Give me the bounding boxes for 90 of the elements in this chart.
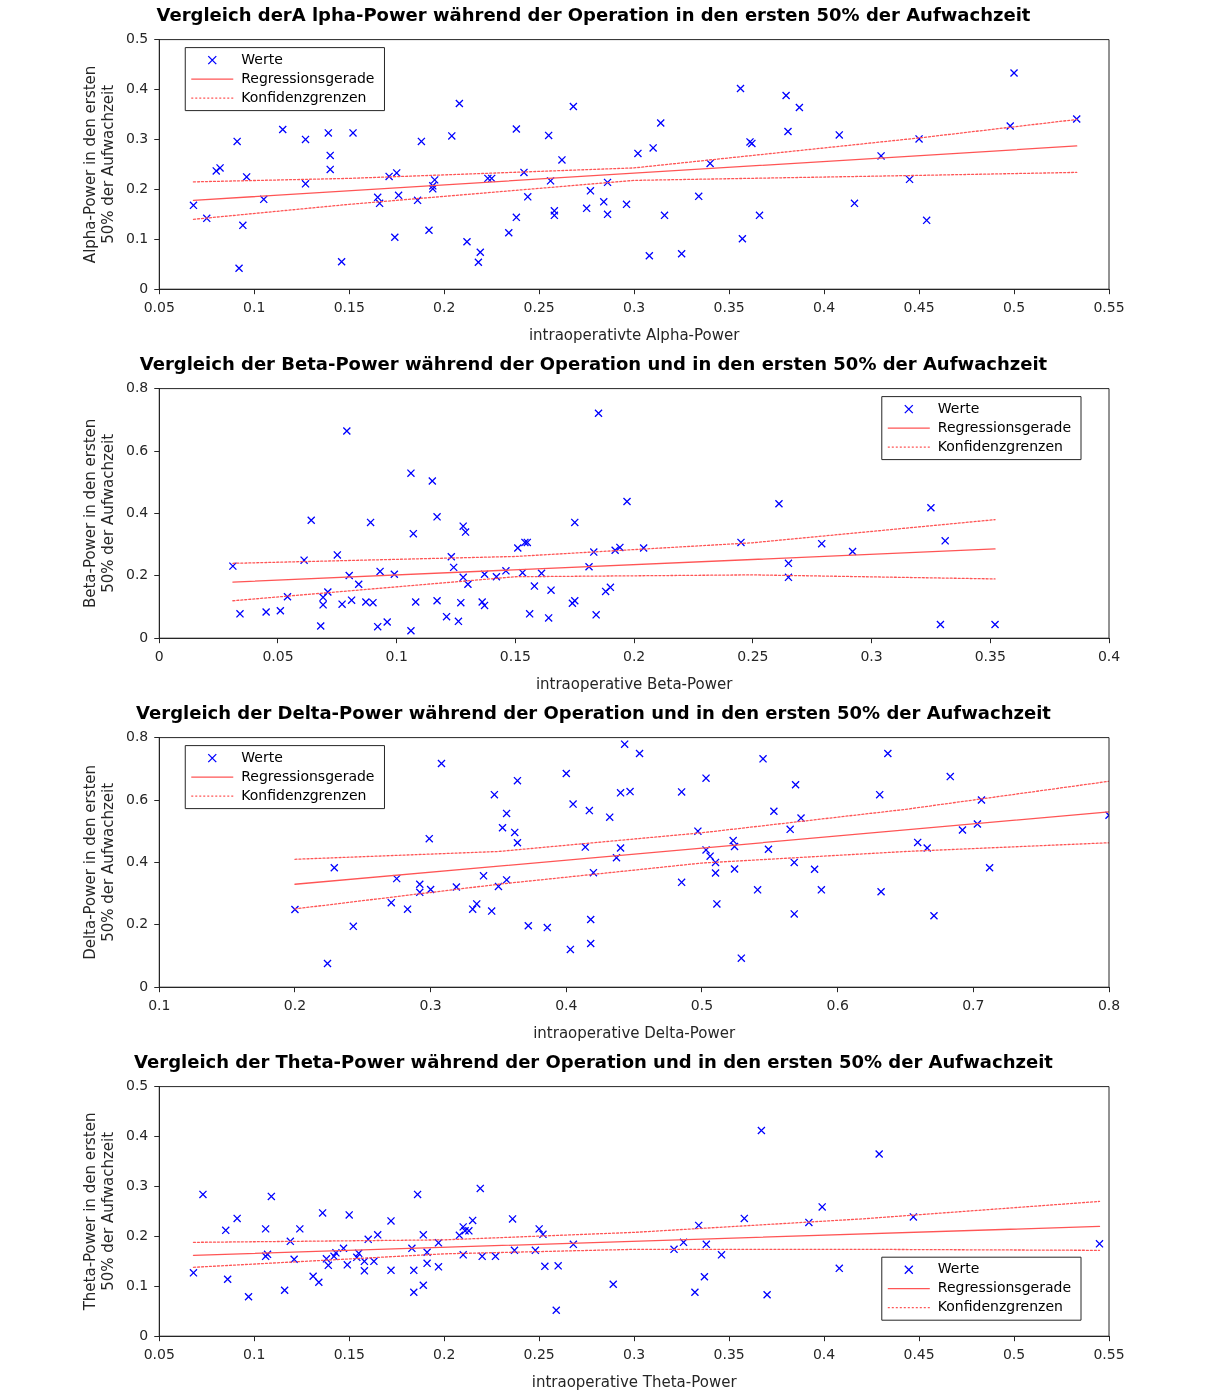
line-series [192,118,1078,183]
y-tick-label: 0 [139,1326,149,1343]
x-tick-label: 0.25 [523,1346,555,1363]
x-axis-title: intraoperativte Alpha-Power [528,325,741,344]
x-tick-label: 0.2 [433,299,456,316]
x-tick-label: 0.5 [1002,1346,1026,1363]
x-tick-label: 0.4 [812,1346,836,1363]
chart-title: Vergleich der Delta-Power während der Operation und in den ersten 50% der Aufwachzeit [136,702,1052,724]
y-tick-label: 0.3 [126,130,149,147]
x-tick-label: 0.4 [812,299,836,316]
legend-label: Regressionsgerade [937,418,1072,435]
x-axis-title: intraoperative Beta-Power [535,674,734,693]
legend-label: Werte [241,50,283,67]
legend-label: Regressionsgerade [241,69,375,86]
line-series [294,842,1109,910]
x-tick-label: 0.55 [1093,299,1125,316]
x-tick-label: 0.35 [713,299,745,316]
x-tick-label: 0.5 [690,997,714,1014]
legend-label: Konfidenzgrenzen [937,437,1063,454]
chart-title: Vergleich der Theta-Power während der Operation und in den ersten 50% der Aufwachzeit [134,1051,1054,1073]
x-tick-label: 0.15 [333,299,365,316]
x-tick-label: 0.05 [143,1346,175,1363]
x-tick-label: 0.8 [1097,997,1121,1014]
x-tick-label: 0.05 [262,648,294,665]
x-tick-label: 0.1 [385,648,408,665]
y-tick-label: 0.5 [126,30,149,47]
y-tick-label: 0.2 [126,915,149,932]
y-tick-label: 0.2 [126,1227,149,1243]
x-tick-label: 0.15 [499,648,531,665]
x-tick-label: 0.25 [737,648,769,665]
line-series [232,574,996,602]
y-axis-title: Beta-Power in den ersten 50% der Aufwachzeit [80,418,117,609]
y-tick-label: 0 [139,977,149,994]
x-tick-label: 0.05 [143,299,175,316]
y-tick-label: 0.4 [126,504,149,521]
x-tick-label: 0.6 [826,997,849,1014]
x-tick-label: 0.3 [860,648,883,665]
legend-label: Regressionsgerade [241,767,375,784]
y-axis-title: Theta-Power in den ersten 50% der Aufwachzeit [80,1112,117,1312]
x-tick-label: 0.2 [623,648,646,665]
y-tick-label: 0.3 [126,1177,149,1194]
x-tick-label: 0.3 [623,299,646,316]
y-axis-title: Delta-Power in den ersten 50% der Aufwachzeit [80,764,117,960]
x-tick-label: 0.7 [962,997,985,1014]
legend-label: Werte [937,399,980,416]
y-tick-label: 0.8 [126,728,149,745]
x-tick-label: 0.15 [333,1346,365,1363]
y-tick-label: 0.4 [126,853,149,870]
y-tick-label: 0.6 [126,790,149,807]
y-tick-label: 0.1 [126,1276,149,1293]
chart-title: Vergleich derA lpha-Power während der Operation in den ersten 50% der Aufwachzeit [156,4,1031,26]
legend-label: Konfidenzgrenzen [937,1298,1063,1315]
x-tick-label: 0.35 [974,648,1006,665]
x-tick-label: 0.35 [713,1346,745,1363]
legend-label: Werte [241,748,283,765]
y-tick-label: 0.4 [126,80,149,97]
y-tick-label: 0.4 [126,1127,149,1144]
x-tick-label: 0.1 [243,299,266,316]
line-series [192,1200,1101,1243]
legend-label: Konfidenzgrenzen [241,786,367,803]
x-tick-label: 0.3 [623,1346,646,1363]
y-tick-label: 0 [139,279,149,296]
line-series [232,518,996,564]
legend-label: Werte [937,1260,980,1277]
y-tick-label: 0.2 [126,566,149,583]
legend-label: Regressionsgerade [937,1279,1072,1296]
x-tick-label: 0.45 [903,299,935,316]
x-tick-label: 0.45 [903,1346,935,1363]
x-tick-label: 0.4 [1097,648,1121,665]
chart-title: Vergleich der Beta-Power während der Operation und in den ersten 50% der Aufwachzeit [139,353,1048,375]
x-tick-label: 0.1 [243,1346,266,1363]
y-tick-label: 0.8 [126,379,149,396]
y-tick-label: 0.1 [126,229,149,246]
x-tick-label: 0.2 [283,997,307,1014]
y-tick-label: 0 [139,628,149,645]
legend-label: Konfidenzgrenzen [241,88,367,105]
x-tick-label: 0.4 [555,997,578,1014]
x-tick-label: 0 [154,648,164,665]
x-axis-title: intraoperative Delta-Power [533,1023,736,1042]
line-series [192,171,1078,220]
x-tick-label: 0.3 [419,997,442,1014]
y-axis-title: Alpha-Power in den ersten 50% der Aufwachzeit [80,65,117,264]
x-tick-label: 0.55 [1093,1346,1125,1363]
y-tick-label: 0.5 [126,1077,149,1094]
x-tick-label: 0.25 [523,299,555,316]
x-tick-label: 0.5 [1002,299,1026,316]
x-tick-label: 0.2 [433,1346,456,1363]
y-tick-label: 0.6 [126,441,149,458]
x-axis-title: intraoperative Theta-Power [531,1372,738,1391]
y-tick-label: 0.2 [126,180,149,196]
